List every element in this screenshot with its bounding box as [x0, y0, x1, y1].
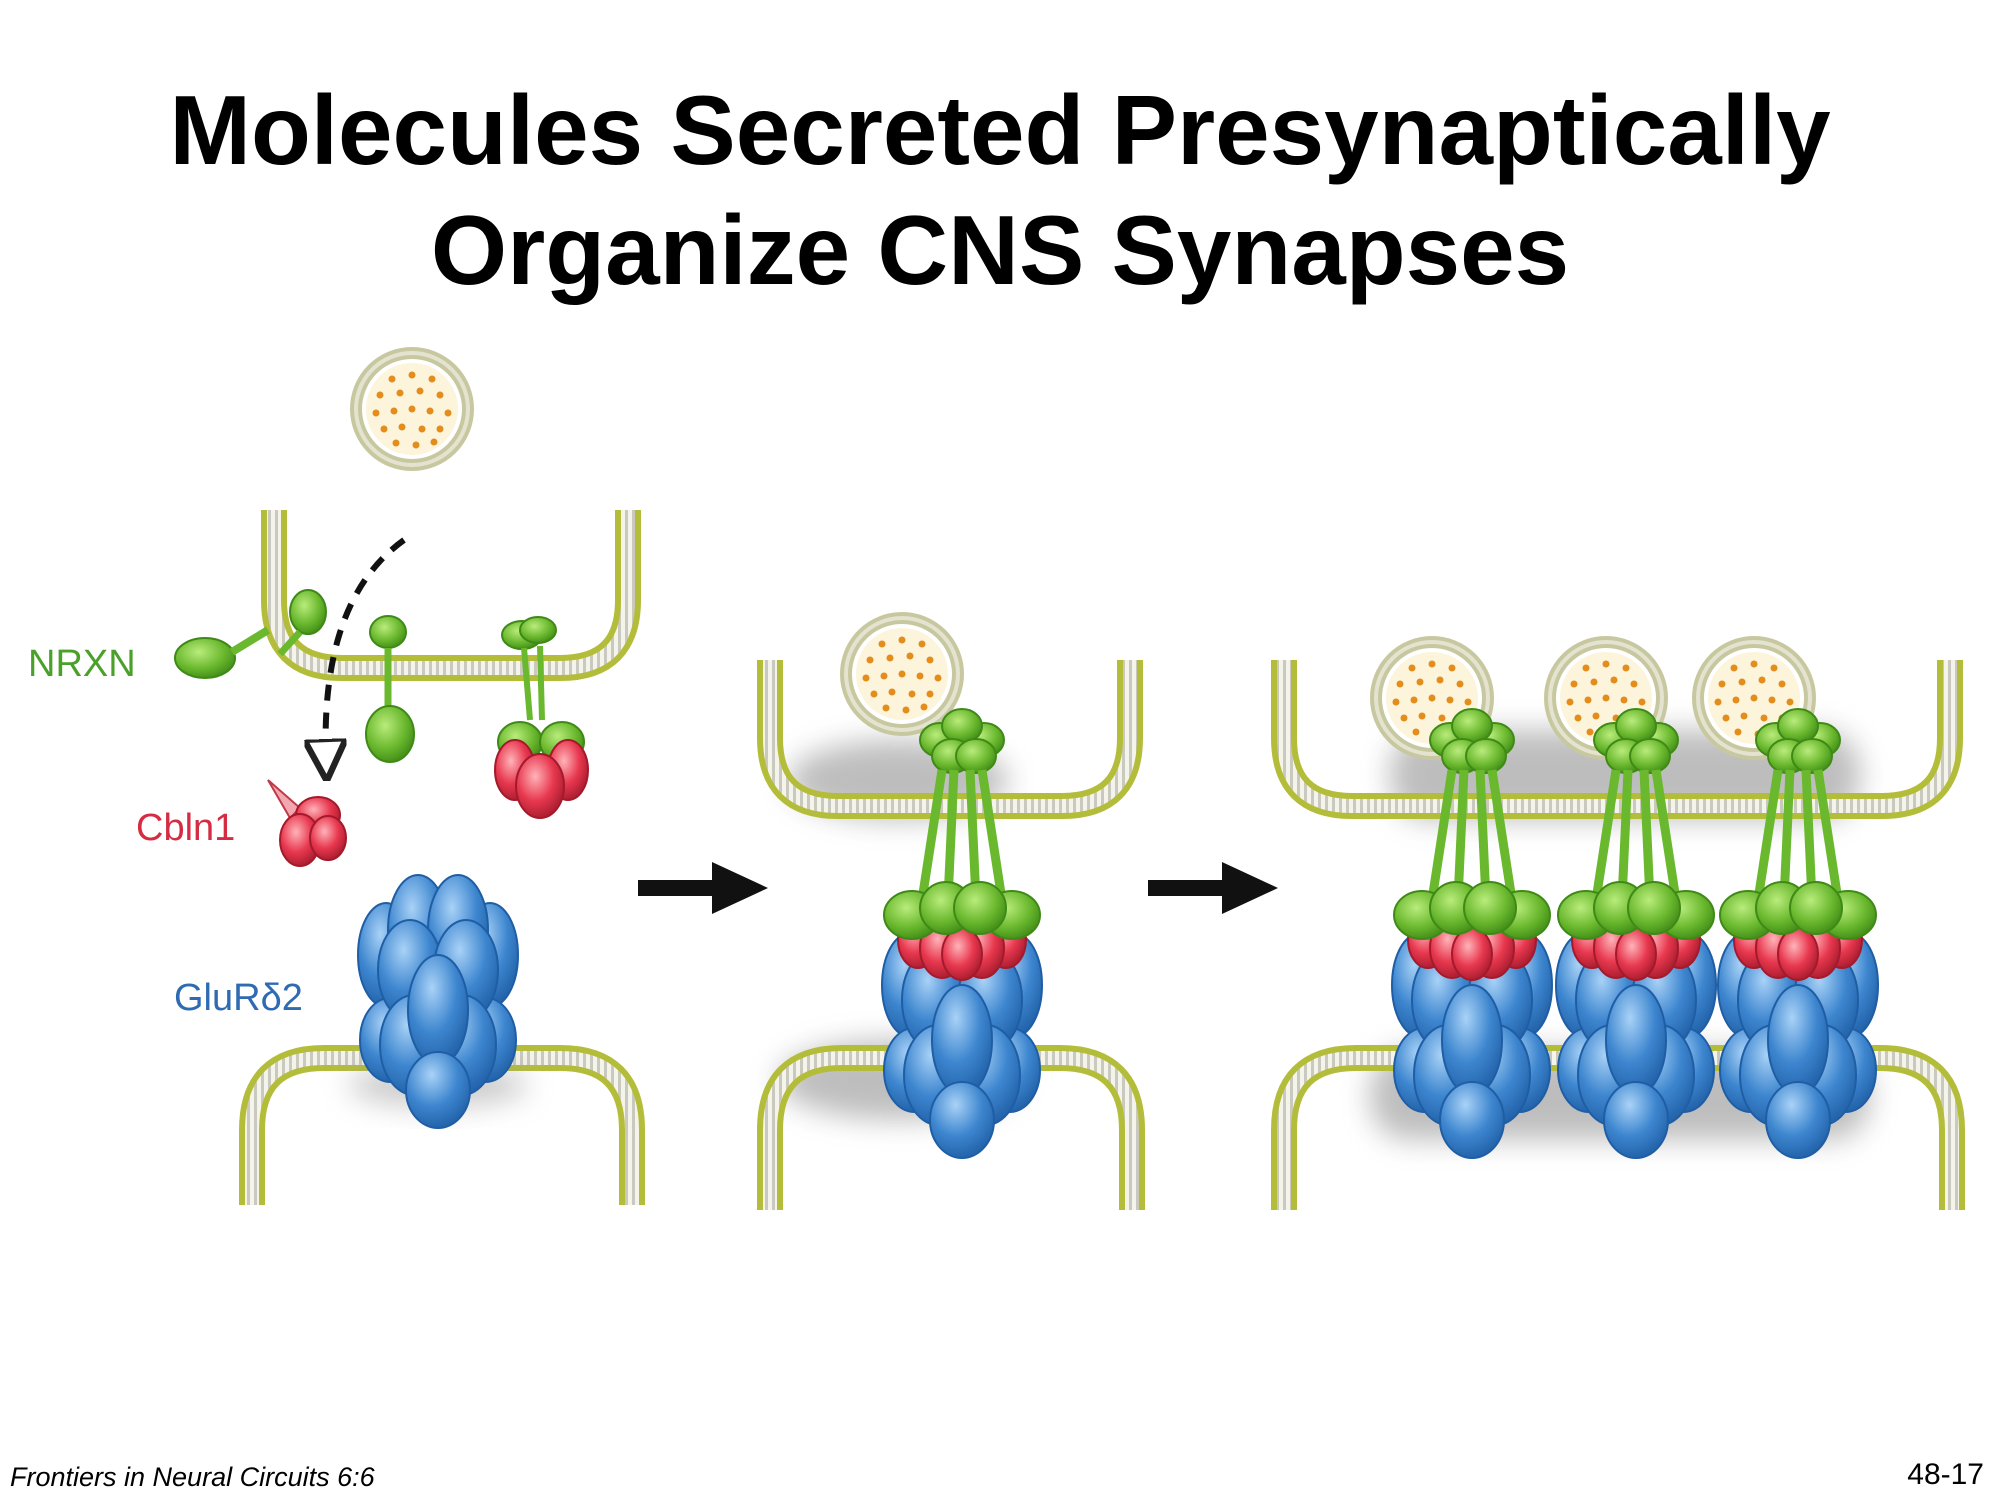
presynaptic-membrane: [261, 510, 641, 681]
title-line-1: Molecules Secreted Presynaptically: [169, 75, 1831, 185]
nrxn-label: NRXN: [28, 643, 136, 685]
panel-1-free-components: [174, 353, 645, 1205]
step-arrow-2: [1148, 862, 1278, 914]
free-cbln1: [267, 779, 347, 867]
step-arrow-1: [638, 862, 768, 914]
secretion-arrow: [326, 537, 406, 760]
title-line-2: Organize CNS Synapses: [430, 195, 1570, 305]
citation: Frontiers in Neural Circuits 6:6: [10, 1462, 375, 1492]
slide-number: 48-17: [1907, 1458, 1984, 1491]
glurd2-label: GluRδ2: [174, 977, 303, 1019]
panel-3-multiple-complexes: [1271, 642, 1965, 1210]
synaptic-vesicle: [356, 353, 468, 465]
slide-title: Molecules Secreted Presynaptically Organ…: [0, 70, 2000, 310]
nrxn-molecules: [174, 589, 415, 763]
cbln1-label: Cbln1: [136, 807, 235, 849]
panel-2-single-complex: [757, 618, 1145, 1210]
nrxn-cbln1-bound: [494, 616, 589, 819]
synaptic-vesicle: [846, 618, 958, 730]
